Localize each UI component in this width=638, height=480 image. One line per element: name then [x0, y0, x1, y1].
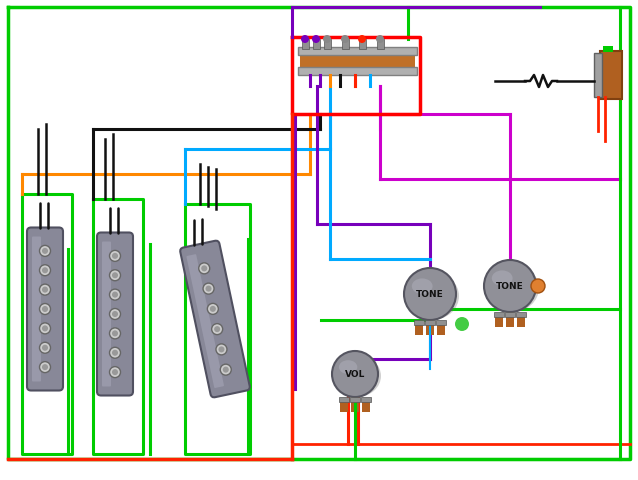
- Circle shape: [455, 317, 469, 331]
- Circle shape: [40, 323, 50, 334]
- Bar: [415, 324, 423, 336]
- Circle shape: [112, 312, 118, 317]
- Circle shape: [40, 265, 50, 276]
- Circle shape: [112, 350, 118, 356]
- Circle shape: [301, 36, 309, 44]
- Circle shape: [212, 324, 223, 335]
- Circle shape: [40, 285, 50, 296]
- Circle shape: [112, 369, 118, 375]
- Bar: [516, 312, 526, 317]
- Text: VOL: VOL: [345, 370, 365, 379]
- Circle shape: [42, 325, 48, 332]
- Circle shape: [42, 268, 48, 274]
- Circle shape: [358, 36, 366, 44]
- FancyBboxPatch shape: [27, 228, 63, 391]
- Circle shape: [110, 251, 121, 262]
- Bar: [339, 397, 349, 402]
- Bar: [494, 312, 504, 317]
- Bar: [298, 48, 417, 56]
- Bar: [359, 40, 366, 50]
- Bar: [302, 40, 309, 50]
- Circle shape: [201, 266, 207, 272]
- Circle shape: [110, 328, 121, 339]
- Text: TONE: TONE: [416, 290, 444, 299]
- Bar: [361, 397, 371, 402]
- Bar: [505, 312, 515, 317]
- Circle shape: [216, 344, 227, 355]
- Bar: [594, 54, 602, 98]
- Circle shape: [341, 36, 349, 44]
- Bar: [313, 40, 320, 50]
- Bar: [506, 315, 514, 327]
- Bar: [603, 47, 613, 53]
- Circle shape: [323, 36, 331, 44]
- Circle shape: [110, 289, 121, 300]
- Bar: [414, 320, 424, 325]
- Ellipse shape: [485, 264, 539, 312]
- Circle shape: [376, 36, 384, 44]
- Circle shape: [332, 351, 378, 397]
- Circle shape: [110, 348, 121, 359]
- Bar: [495, 315, 503, 327]
- Ellipse shape: [492, 271, 512, 287]
- Bar: [377, 40, 384, 50]
- Circle shape: [531, 279, 545, 293]
- FancyBboxPatch shape: [180, 241, 250, 397]
- Circle shape: [40, 246, 50, 257]
- Ellipse shape: [339, 360, 357, 374]
- Circle shape: [42, 287, 48, 293]
- Circle shape: [112, 273, 118, 279]
- Circle shape: [214, 326, 220, 333]
- Circle shape: [223, 367, 229, 373]
- Ellipse shape: [405, 273, 459, 320]
- Circle shape: [110, 367, 121, 378]
- FancyBboxPatch shape: [102, 242, 111, 387]
- Bar: [340, 400, 348, 412]
- Bar: [362, 400, 370, 412]
- Circle shape: [42, 345, 48, 351]
- Ellipse shape: [333, 355, 381, 397]
- Circle shape: [220, 364, 231, 375]
- Bar: [600, 52, 622, 100]
- Circle shape: [112, 292, 118, 298]
- Bar: [517, 315, 525, 327]
- Circle shape: [110, 309, 121, 320]
- Circle shape: [484, 261, 536, 312]
- Circle shape: [42, 364, 48, 371]
- FancyBboxPatch shape: [186, 255, 224, 388]
- Circle shape: [218, 347, 225, 353]
- Circle shape: [203, 284, 214, 295]
- Bar: [425, 320, 435, 325]
- Circle shape: [42, 306, 48, 312]
- Bar: [300, 54, 415, 68]
- Bar: [436, 320, 446, 325]
- Circle shape: [112, 253, 118, 259]
- Bar: [351, 400, 359, 412]
- Bar: [342, 40, 349, 50]
- Bar: [350, 397, 360, 402]
- Circle shape: [40, 343, 50, 353]
- Ellipse shape: [412, 279, 433, 294]
- Bar: [426, 324, 434, 336]
- Circle shape: [40, 304, 50, 315]
- Circle shape: [207, 304, 218, 315]
- Circle shape: [312, 36, 320, 44]
- FancyBboxPatch shape: [97, 233, 133, 396]
- FancyBboxPatch shape: [32, 237, 41, 382]
- Circle shape: [205, 286, 212, 292]
- Bar: [324, 40, 331, 50]
- Circle shape: [110, 270, 121, 281]
- Circle shape: [112, 331, 118, 336]
- Bar: [437, 324, 445, 336]
- Bar: [298, 68, 417, 76]
- Circle shape: [198, 264, 210, 274]
- Text: TONE: TONE: [496, 282, 524, 291]
- Circle shape: [210, 306, 216, 312]
- Circle shape: [42, 248, 48, 254]
- Circle shape: [40, 362, 50, 373]
- Circle shape: [404, 268, 456, 320]
